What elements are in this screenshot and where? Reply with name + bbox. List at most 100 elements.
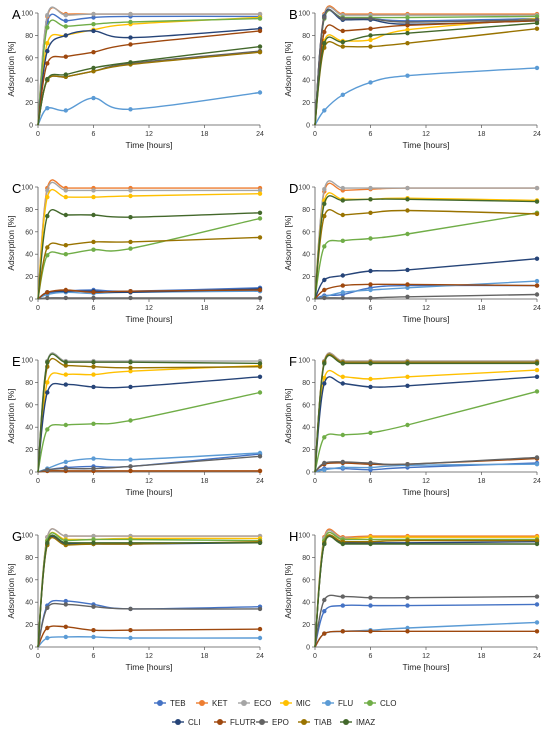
data-point xyxy=(91,95,96,101)
legend-marker xyxy=(157,700,163,706)
y-tick-label: 40 xyxy=(302,425,310,432)
data-point xyxy=(128,365,133,370)
series-flutr xyxy=(314,18,540,126)
x-axis-title: Time [hours] xyxy=(403,314,450,324)
data-point xyxy=(257,390,263,395)
series-line xyxy=(314,209,538,300)
data-point xyxy=(405,231,410,237)
series-cli xyxy=(314,8,540,126)
data-point xyxy=(63,72,68,77)
data-point xyxy=(128,635,133,641)
data-point xyxy=(368,33,373,38)
data-point xyxy=(405,73,410,78)
series-flutr xyxy=(37,468,263,474)
series-teb xyxy=(37,598,263,648)
x-axis-title: Time [hours] xyxy=(126,487,173,497)
y-tick-label: 20 xyxy=(25,622,33,629)
series-line xyxy=(37,217,261,300)
series-line xyxy=(314,603,538,648)
data-point xyxy=(128,289,133,294)
series-line xyxy=(314,534,538,648)
data-point xyxy=(534,292,540,297)
data-point xyxy=(128,464,133,469)
panel-d: D 0 20 40 60 80 100 0 6 12 18 24 Time [hours] Adsorpt… xyxy=(283,180,541,324)
data-point xyxy=(368,376,373,382)
data-point xyxy=(257,361,263,366)
data-point xyxy=(45,61,50,66)
data-point xyxy=(340,44,345,49)
data-point xyxy=(322,460,327,466)
data-point xyxy=(534,278,540,284)
x-tick-label: 24 xyxy=(533,305,541,312)
y-axis-title: Adsorption [%] xyxy=(6,563,16,618)
data-point xyxy=(340,459,345,465)
data-point xyxy=(405,27,410,32)
data-point xyxy=(405,462,410,467)
data-point xyxy=(128,369,133,374)
data-point xyxy=(322,467,327,472)
legend-marker xyxy=(367,700,373,706)
data-point xyxy=(322,41,327,46)
legend-item-flu: FLU xyxy=(322,699,353,708)
data-point xyxy=(63,466,68,471)
data-point xyxy=(368,541,373,547)
data-point xyxy=(340,603,345,608)
x-tick-label: 12 xyxy=(422,131,430,138)
y-tick-label: 80 xyxy=(302,207,310,214)
x-tick-label: 24 xyxy=(533,131,541,138)
series-line xyxy=(37,6,260,126)
data-point xyxy=(322,381,327,386)
series-line xyxy=(37,353,261,473)
data-point xyxy=(91,372,96,377)
data-point xyxy=(405,41,410,46)
data-point xyxy=(368,197,373,202)
x-tick-label: 12 xyxy=(422,653,430,660)
data-point xyxy=(534,389,540,394)
series-mic xyxy=(314,531,540,648)
data-point xyxy=(63,459,68,465)
data-point xyxy=(91,290,96,295)
data-point xyxy=(257,540,263,545)
data-point xyxy=(340,361,345,366)
x-tick-label: 24 xyxy=(533,478,541,485)
series-line xyxy=(314,8,538,126)
data-point xyxy=(128,418,133,423)
y-tick-label: 0 xyxy=(306,645,310,652)
series-line xyxy=(37,391,261,473)
series-line xyxy=(37,188,261,300)
data-point xyxy=(63,13,68,18)
data-point xyxy=(322,15,327,20)
x-tick-label: 6 xyxy=(369,653,373,660)
y-axis-title: Adsorption [%] xyxy=(283,563,293,618)
series-line xyxy=(314,352,537,473)
panel-a: A 0 20 40 60 80 100 0 6 12 18 24 Time [hours] Adsorpt… xyxy=(6,6,264,150)
x-tick-label: 0 xyxy=(36,305,40,312)
x-axis-title: Time [hours] xyxy=(403,487,450,497)
y-tick-label: 0 xyxy=(29,470,33,477)
y-tick-label: 100 xyxy=(298,11,310,18)
data-point xyxy=(45,625,50,631)
y-tick-label: 20 xyxy=(302,274,310,281)
data-point xyxy=(257,216,263,221)
y-tick-label: 0 xyxy=(306,470,310,477)
data-point xyxy=(405,383,410,388)
data-point xyxy=(534,541,540,547)
data-point xyxy=(534,199,540,204)
data-point xyxy=(368,361,373,366)
series-line xyxy=(314,376,538,473)
x-tick-label: 0 xyxy=(36,478,40,485)
x-tick-label: 12 xyxy=(145,653,153,660)
y-axis-title: Adsorption [%] xyxy=(283,215,293,270)
y-tick-label: 100 xyxy=(21,533,33,540)
series-cli xyxy=(314,374,540,473)
data-point xyxy=(257,468,263,474)
y-tick-label: 80 xyxy=(25,555,33,562)
x-axis-title: Time [hours] xyxy=(403,140,450,150)
data-point xyxy=(534,185,540,191)
data-point xyxy=(534,602,540,607)
data-point xyxy=(322,108,327,113)
data-point xyxy=(368,460,373,466)
data-point xyxy=(322,277,327,283)
data-point xyxy=(534,20,540,26)
data-point xyxy=(368,595,373,600)
